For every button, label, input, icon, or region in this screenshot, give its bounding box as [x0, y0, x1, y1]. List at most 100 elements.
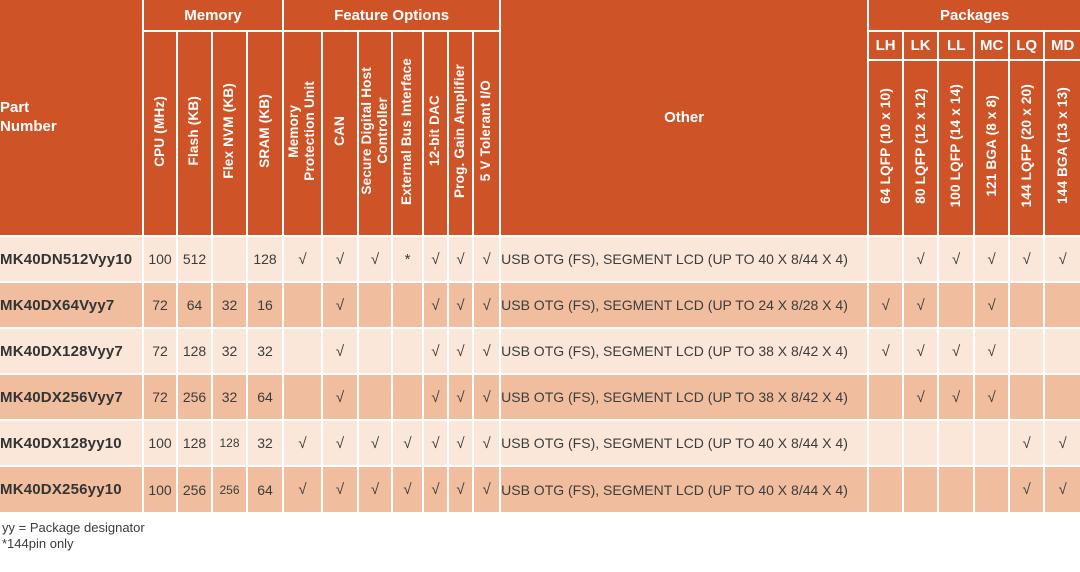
flash-cell: 128 — [176, 419, 213, 467]
sram-cell: 64 — [245, 465, 285, 512]
column-header-sram-kb-label: SRAM (KB) — [256, 94, 272, 168]
flash-cell: 128 — [176, 327, 213, 375]
column-header-5v-tolerant-io: 5 V Tolerant I/O — [472, 30, 502, 237]
feature-options-group-header: Feature Options — [282, 0, 502, 32]
package-desc-64-lqfp-label: 64 LQFP (10 x 10) — [877, 87, 893, 204]
package-check-cell: √ — [937, 235, 976, 283]
package-check-cell: √ — [973, 327, 1011, 375]
column-header-12bit-dac: 12-bit DAC — [422, 30, 450, 237]
package-check-cell: √ — [1008, 419, 1046, 467]
package-desc-80-lqfp: 80 LQFP (12 x 12) — [902, 59, 940, 237]
feature-check-cell: √ — [422, 373, 450, 421]
footnote-package-designator: yy = Package designator — [2, 520, 145, 535]
other-cell: USB OTG (FS), SEGMENT LCD (UP TO 24 X 8/… — [499, 281, 870, 329]
column-header-flex-nvm-kb-label: Flex NVM (KB) — [221, 83, 237, 179]
package-check-cell: √ — [937, 327, 976, 375]
feature-check-cell — [391, 373, 425, 421]
cpu-cell: 72 — [142, 327, 178, 375]
column-header-5v-tolerant-io-label: 5 V Tolerant I/O — [478, 80, 494, 182]
column-header-flash-kb-label: Flash (KB) — [186, 96, 202, 166]
feature-check-cell: √ — [391, 419, 425, 467]
feature-check-cell — [391, 327, 425, 375]
column-header-external-bus-interface: External Bus Interface — [391, 30, 425, 237]
table-row: MK40DX128Vyy7 72 128 32 32 √ √ √ √ USB O… — [0, 327, 1080, 375]
package-check-cell: √ — [1043, 419, 1080, 467]
feature-check-cell: √ — [447, 327, 475, 375]
package-desc-121-bga-label: 121 BGA (8 x 8) — [983, 94, 999, 197]
package-check-cell — [1008, 373, 1046, 421]
cpu-cell: 100 — [142, 235, 178, 283]
package-check-cell — [867, 373, 905, 421]
column-header-can-label: CAN — [331, 116, 347, 146]
table-row: MK40DX256Vyy7 72 256 32 64 √ √ √ √ USB O… — [0, 373, 1080, 421]
package-check-cell: √ — [973, 235, 1011, 283]
part-number-cell: MK40DX256yy10 — [0, 465, 144, 512]
package-desc-144-bga: 144 BGA (13 x 13) — [1043, 59, 1080, 237]
feature-check-cell: √ — [321, 327, 360, 375]
other-column-header: Other — [499, 0, 870, 237]
package-check-cell: √ — [973, 373, 1011, 421]
feature-check-cell: √ — [472, 281, 502, 329]
package-check-cell — [1008, 327, 1046, 375]
package-check-cell — [1043, 327, 1080, 375]
package-check-cell: √ — [867, 281, 905, 329]
package-check-cell: √ — [902, 281, 940, 329]
package-check-cell: √ — [1008, 235, 1046, 283]
package-check-cell — [937, 465, 976, 512]
flex-nvm-cell: 256 — [211, 465, 248, 512]
column-header-flash-kb: Flash (KB) — [176, 30, 213, 237]
column-header-can: CAN — [321, 30, 360, 237]
flex-nvm-cell: 32 — [211, 373, 248, 421]
sram-cell: 16 — [245, 281, 285, 329]
part-number-cell: MK40DX128Vyy7 — [0, 327, 144, 375]
package-check-cell — [867, 235, 905, 283]
part-number-cell: MK40DX256Vyy7 — [0, 373, 144, 421]
feature-check-cell: √ — [447, 373, 475, 421]
sram-cell: 128 — [245, 235, 285, 283]
sram-cell: 32 — [245, 419, 285, 467]
package-check-cell — [937, 281, 976, 329]
feature-check-cell: √ — [321, 465, 360, 512]
feature-check-cell: √ — [321, 373, 360, 421]
part-number-cell: MK40DN512Vyy10 — [0, 235, 144, 283]
package-check-cell — [902, 419, 940, 467]
column-header-flex-nvm-kb: Flex NVM (KB) — [211, 30, 248, 237]
column-header-memory-protection-unit: Memory Protection Unit — [282, 30, 324, 237]
column-header-memory-protection-unit-label: Memory Protection Unit — [286, 81, 318, 181]
flash-cell: 256 — [176, 465, 213, 512]
sram-cell: 32 — [245, 327, 285, 375]
other-cell: USB OTG (FS), SEGMENT LCD (UP TO 40 X 8/… — [499, 419, 870, 467]
feature-check-cell: √ — [422, 465, 450, 512]
package-check-cell: √ — [1043, 465, 1080, 512]
feature-check-cell: √ — [321, 235, 360, 283]
cpu-cell: 100 — [142, 465, 178, 512]
feature-check-cell — [357, 281, 394, 329]
column-header-external-bus-interface-label: External Bus Interface — [399, 57, 415, 205]
table-row: MK40DX128yy10 100 128 128 32 √ √ √ √ √ √… — [0, 419, 1080, 467]
package-check-cell — [937, 419, 976, 467]
feature-check-cell — [282, 327, 324, 375]
column-header-sram-kb: SRAM (KB) — [245, 30, 285, 237]
other-cell: USB OTG (FS), SEGMENT LCD (UP TO 40 X 8/… — [499, 465, 870, 512]
package-code-md: MD — [1043, 30, 1080, 61]
feature-check-cell: √ — [282, 465, 324, 512]
package-desc-100-lqfp-label: 100 LQFP (14 x 14) — [948, 83, 964, 208]
feature-check-cell: √ — [422, 235, 450, 283]
feature-check-cell — [391, 281, 425, 329]
feature-check-cell: √ — [472, 327, 502, 375]
feature-check-cell: √ — [321, 281, 360, 329]
package-check-cell: √ — [867, 327, 905, 375]
package-check-cell — [973, 419, 1011, 467]
cpu-cell: 72 — [142, 373, 178, 421]
feature-check-cell — [357, 327, 394, 375]
other-cell: USB OTG (FS), SEGMENT LCD (UP TO 38 X 8/… — [499, 373, 870, 421]
package-code-ll: LL — [937, 30, 976, 61]
package-check-cell: √ — [902, 235, 940, 283]
feature-check-cell — [357, 373, 394, 421]
feature-check-cell — [282, 281, 324, 329]
feature-check-cell: √ — [472, 373, 502, 421]
cpu-cell: 100 — [142, 419, 178, 467]
sram-cell: 64 — [245, 373, 285, 421]
flex-nvm-cell — [211, 235, 248, 283]
column-header-cpu-mhz: CPU (MHz) — [143, 30, 178, 237]
